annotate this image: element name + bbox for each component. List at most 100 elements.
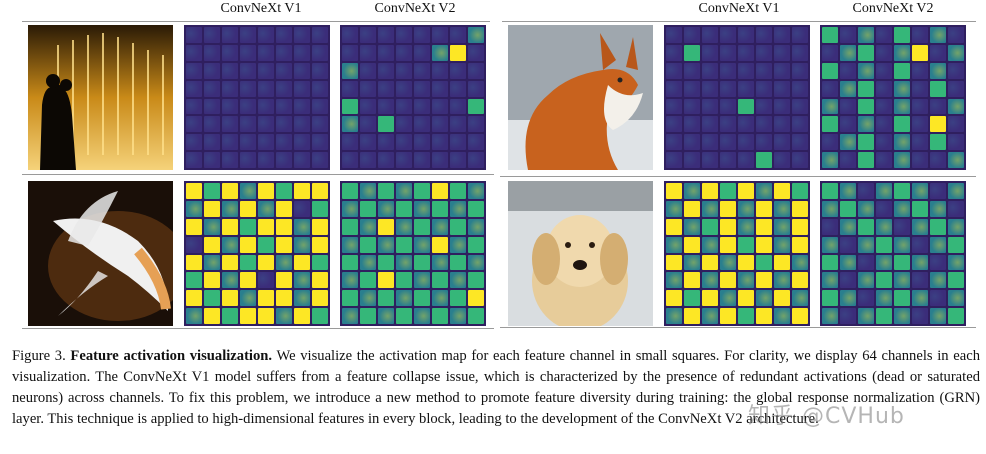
activation-cell xyxy=(666,200,682,217)
activation-cell xyxy=(258,183,274,199)
activation-cell xyxy=(222,290,238,307)
activation-cell xyxy=(756,272,772,289)
activation-cell xyxy=(702,44,718,61)
activation-cell xyxy=(186,62,202,79)
activation-cell xyxy=(468,80,484,97)
activation-cell xyxy=(360,272,376,289)
activation-cell xyxy=(738,200,754,217)
activation-cell xyxy=(792,152,808,168)
activation-cell xyxy=(738,152,754,168)
activation-cell xyxy=(792,290,808,307)
activation-cell xyxy=(822,98,838,115)
activation-cell xyxy=(186,134,202,151)
activation-cell xyxy=(774,134,790,151)
activation-cell xyxy=(684,236,700,253)
activation-cell xyxy=(912,152,928,168)
activation-cell xyxy=(432,183,448,199)
activation-cell xyxy=(468,44,484,61)
activation-cell xyxy=(450,116,466,133)
golden-retriever-photo xyxy=(508,181,653,326)
activation-cell xyxy=(414,272,430,289)
activation-cell xyxy=(666,27,682,43)
activation-cell xyxy=(342,254,358,271)
activation-cell xyxy=(822,236,838,253)
activation-cell xyxy=(912,80,928,97)
activation-cell xyxy=(684,44,700,61)
activation-cell xyxy=(738,183,754,199)
activation-cell xyxy=(312,290,328,307)
activation-cell xyxy=(840,27,856,43)
activation-cell xyxy=(774,80,790,97)
activation-cell xyxy=(450,236,466,253)
activation-cell xyxy=(294,236,310,253)
activation-cell xyxy=(684,272,700,289)
figure-caption: Figure 3. Feature activation visualizati… xyxy=(12,346,980,430)
activation-cell xyxy=(312,183,328,199)
activation-cell xyxy=(276,200,292,217)
activation-cell xyxy=(204,200,220,217)
activation-cell xyxy=(858,290,874,307)
activation-cell xyxy=(702,27,718,43)
activation-cell xyxy=(360,116,376,133)
activation-cell xyxy=(702,183,718,199)
activation-cell xyxy=(756,44,772,61)
activation-cell xyxy=(294,254,310,271)
activation-cell xyxy=(894,27,910,43)
activation-cell xyxy=(858,62,874,79)
activation-cell xyxy=(258,308,274,324)
activation-cell xyxy=(360,27,376,43)
activation-cell xyxy=(414,27,430,43)
activation-cell xyxy=(432,308,448,324)
activation-cell xyxy=(378,134,394,151)
activation-cell xyxy=(858,44,874,61)
caption-prefix: Figure 3. xyxy=(12,348,66,364)
activation-cell xyxy=(840,254,856,271)
activation-cell xyxy=(186,44,202,61)
activation-cell xyxy=(258,200,274,217)
activation-cell xyxy=(666,183,682,199)
activation-cell xyxy=(468,134,484,151)
activation-cell xyxy=(702,134,718,151)
activation-cell xyxy=(414,290,430,307)
activation-cell xyxy=(240,98,256,115)
activation-cell xyxy=(774,200,790,217)
activation-cell xyxy=(684,80,700,97)
activation-cell xyxy=(858,183,874,199)
activation-cell xyxy=(294,152,310,168)
activation-cell xyxy=(204,152,220,168)
activation-cell xyxy=(666,218,682,235)
activation-cell xyxy=(738,290,754,307)
activation-cell xyxy=(378,236,394,253)
activation-cell xyxy=(342,236,358,253)
activation-cell xyxy=(396,218,412,235)
activation-cell xyxy=(930,44,946,61)
activation-cell xyxy=(312,272,328,289)
activation-cell xyxy=(840,218,856,235)
activation-grid-koi-v2 xyxy=(340,181,486,326)
activation-cell xyxy=(186,27,202,43)
activation-cell xyxy=(792,27,808,43)
activation-cell xyxy=(432,80,448,97)
activation-cell xyxy=(774,98,790,115)
activation-cell xyxy=(378,200,394,217)
activation-cell xyxy=(894,218,910,235)
activation-cell xyxy=(360,200,376,217)
activation-cell xyxy=(360,290,376,307)
activation-cell xyxy=(720,290,736,307)
activation-cell xyxy=(774,44,790,61)
activation-cell xyxy=(240,44,256,61)
activation-cell xyxy=(432,236,448,253)
activation-cell xyxy=(468,218,484,235)
watermark: 知乎 @CVHub xyxy=(748,404,905,429)
activation-cell xyxy=(204,236,220,253)
activation-cell xyxy=(312,134,328,151)
activation-cell xyxy=(756,80,772,97)
activation-cell xyxy=(186,218,202,235)
activation-cell xyxy=(294,116,310,133)
activation-cell xyxy=(312,80,328,97)
rule-bottom-left xyxy=(22,328,494,329)
activation-cell xyxy=(258,290,274,307)
activation-cell xyxy=(468,27,484,43)
activation-cell xyxy=(702,272,718,289)
activation-cell xyxy=(912,308,928,324)
